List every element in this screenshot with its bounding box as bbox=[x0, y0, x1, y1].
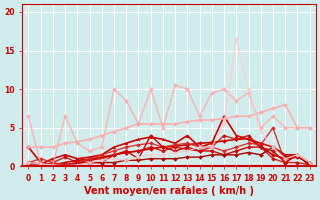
X-axis label: Vent moyen/en rafales ( km/h ): Vent moyen/en rafales ( km/h ) bbox=[84, 186, 254, 196]
